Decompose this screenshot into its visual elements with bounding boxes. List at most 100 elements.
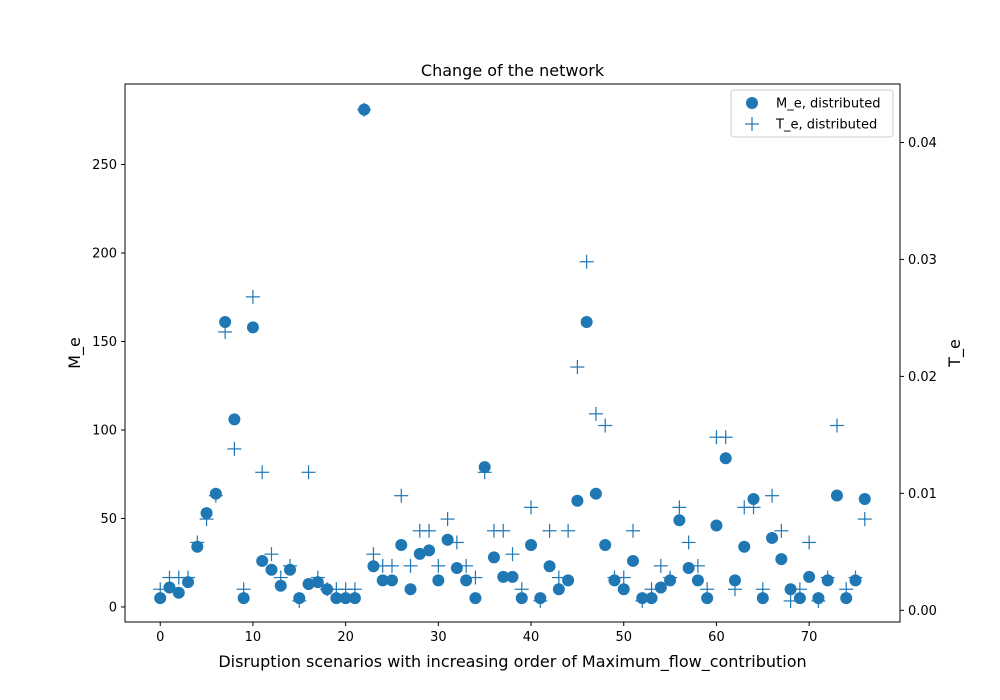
data-point-t-e <box>765 488 780 503</box>
x-tick-label: 60 <box>708 630 725 645</box>
y-right-tick-label: 0.00 <box>908 604 937 619</box>
data-point-m-e <box>552 583 565 596</box>
data-point-t-e <box>283 558 298 573</box>
y-left-tick-label: 250 <box>92 158 117 173</box>
data-point-t-e <box>245 289 260 304</box>
data-point-t-e <box>579 254 594 269</box>
data-point-m-e <box>497 570 510 583</box>
data-point-t-e <box>264 547 279 562</box>
data-point-m-e <box>469 592 482 605</box>
data-point-t-e <box>644 582 659 597</box>
y-left-tick-label: 0 <box>109 600 117 615</box>
legend-label-m-e: M_e, distributed <box>776 97 881 112</box>
data-point-t-e <box>292 593 307 608</box>
plot-frame <box>124 83 901 623</box>
data-point-m-e <box>302 577 315 590</box>
data-point-t-e <box>635 593 650 608</box>
data-point-m-e <box>543 560 556 573</box>
data-point-t-e <box>653 558 668 573</box>
data-point-m-e <box>803 570 816 583</box>
data-point-m-e <box>237 592 250 605</box>
data-point-t-e <box>255 465 270 480</box>
data-point-m-e <box>515 592 528 605</box>
data-point-t-e <box>514 582 529 597</box>
x-tick-label: 0 <box>156 630 164 645</box>
data-point-m-e <box>580 316 593 329</box>
data-point-m-e <box>423 544 436 557</box>
data-point-t-e <box>829 418 844 433</box>
data-point-m-e <box>256 554 269 567</box>
data-point-m-e <box>367 560 380 573</box>
data-point-t-e <box>208 488 223 503</box>
data-point-m-e <box>404 583 417 596</box>
axes: 0 10 20 30 40 50 60 70 0 50 100 150 200 250 0.00 0.01 0.… <box>92 83 937 645</box>
plot-area <box>125 84 900 622</box>
data-point-t-e <box>403 558 418 573</box>
data-point-t-e <box>422 523 437 538</box>
data-point-m-e <box>691 574 704 587</box>
data-point-t-e <box>236 582 251 597</box>
data-point-m-e <box>395 539 408 552</box>
data-point-t-e <box>802 535 817 550</box>
data-point-m-e <box>163 581 176 594</box>
legend-label-t-e: T_e, distributed <box>775 118 877 133</box>
data-point-t-e <box>616 570 631 585</box>
data-point-t-e <box>681 535 696 550</box>
data-point-m-e <box>673 514 686 527</box>
data-point-m-e <box>728 574 741 587</box>
data-point-m-e <box>441 533 454 546</box>
data-point-t-e <box>551 570 566 585</box>
x-tick-label: 70 <box>801 630 818 645</box>
data-point-m-e <box>525 539 538 552</box>
data-point-t-e <box>839 582 854 597</box>
data-point-m-e <box>432 574 445 587</box>
x-tick-label: 40 <box>523 630 540 645</box>
data-point-t-e <box>848 570 863 585</box>
data-point-t-e <box>774 523 789 538</box>
data-point-t-e <box>301 465 316 480</box>
data-point-t-e <box>792 582 807 597</box>
data-point-t-e <box>588 406 603 421</box>
plot-background <box>125 84 900 622</box>
y-right-tick-label: 0.02 <box>908 370 937 385</box>
data-point-t-e <box>273 570 288 585</box>
y-right-tick-label: 0.01 <box>908 487 937 502</box>
legend-marker-m-e <box>746 97 758 109</box>
data-point-t-e <box>384 558 399 573</box>
data-point-t-e <box>746 500 761 515</box>
legend-box <box>730 89 894 138</box>
x-tick-label: 50 <box>615 630 632 645</box>
data-point-m-e <box>450 562 463 575</box>
y-axis-left-label: M_e <box>65 337 85 369</box>
data-point-m-e <box>246 321 259 334</box>
data-point-m-e <box>858 493 871 506</box>
data-point-t-e <box>440 512 455 527</box>
data-point-m-e <box>339 592 352 605</box>
y-left-tick-label: 150 <box>92 335 117 350</box>
data-point-m-e <box>599 539 612 552</box>
data-point-m-e <box>840 592 853 605</box>
data-point-t-e <box>227 441 242 456</box>
data-point-t-e <box>561 523 576 538</box>
data-point-t-e <box>626 523 641 538</box>
data-point-t-e <box>505 547 520 562</box>
data-point-t-e <box>218 324 233 339</box>
data-point-t-e <box>524 500 539 515</box>
data-point-m-e <box>719 452 732 465</box>
data-point-m-e <box>775 553 788 566</box>
data-point-m-e <box>348 592 361 605</box>
data-point-m-e <box>617 583 630 596</box>
data-point-t-e <box>542 523 557 538</box>
data-point-t-e <box>533 593 548 608</box>
data-point-m-e <box>228 413 241 426</box>
y-axis-right-label: T_e <box>945 339 965 368</box>
data-point-t-e <box>347 582 362 597</box>
data-point-m-e <box>766 531 779 544</box>
x-tick-label: 30 <box>430 630 447 645</box>
data-point-t-e <box>431 558 446 573</box>
data-point-m-e <box>562 574 575 587</box>
y-right-tick-label: 0.04 <box>908 136 937 151</box>
data-point-t-e <box>783 593 798 608</box>
data-point-t-e <box>857 512 872 527</box>
data-point-t-e <box>357 102 372 117</box>
